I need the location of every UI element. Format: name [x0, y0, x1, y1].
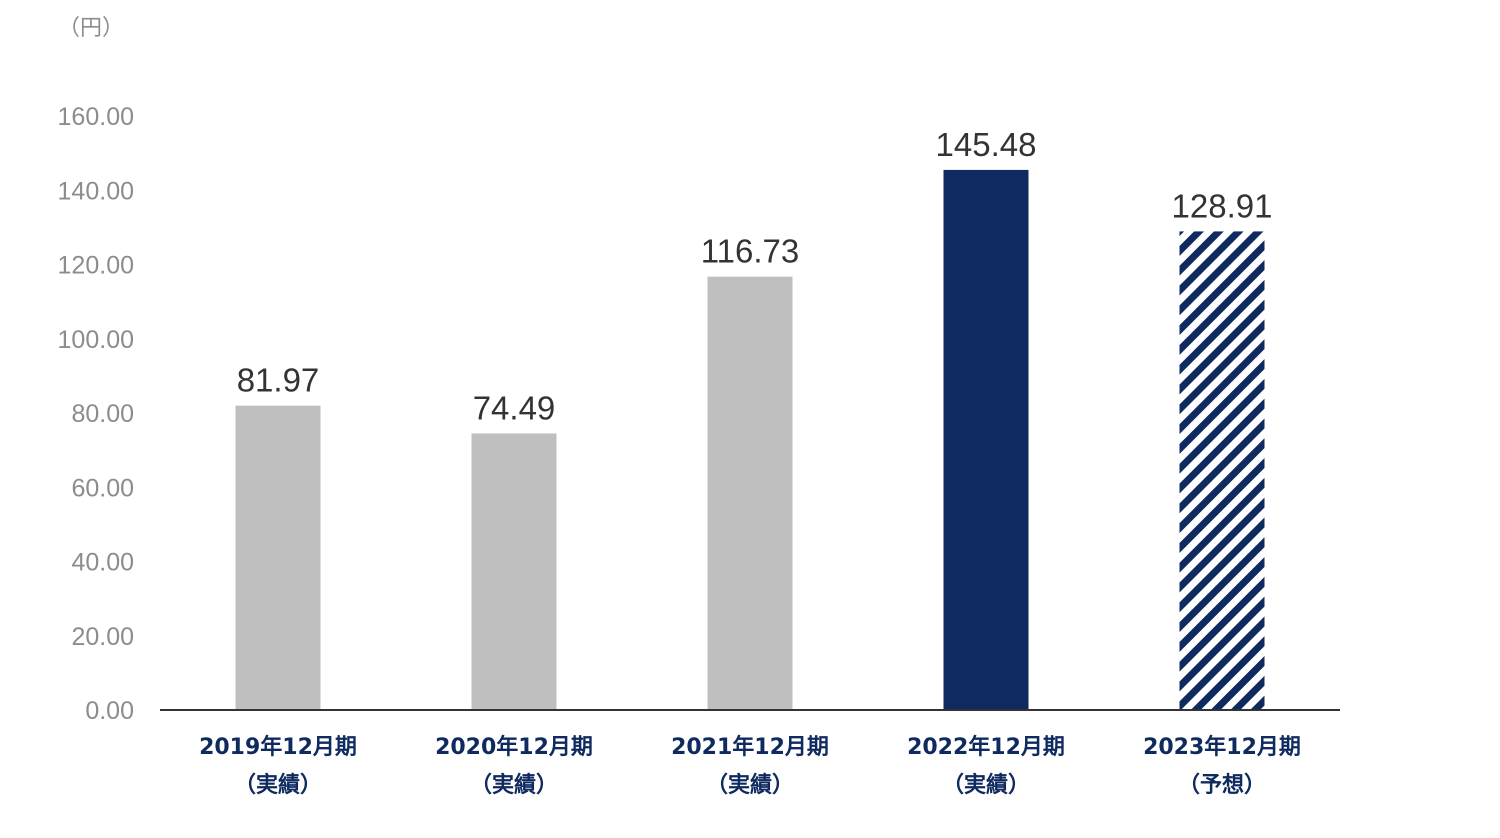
- y-tick-label: 60.00: [71, 474, 134, 502]
- y-axis-ticks: 0.00 20.00 40.00 60.00 80.00 100.00 120.00 140.…: [58, 103, 134, 725]
- x-category-label: 2020年12月期: [435, 734, 593, 760]
- y-tick-label: 80.00: [71, 400, 134, 428]
- bar-value-label: 81.97: [237, 362, 320, 399]
- y-tick-label: 160.00: [58, 103, 134, 131]
- x-category-label: 2022年12月期: [907, 734, 1065, 760]
- x-category-sublabel: （実績）: [706, 772, 794, 798]
- x-category-sublabel: （実績）: [942, 772, 1030, 798]
- x-axis-labels: 2019年12月期 （実績） 2020年12月期 （実績） 2021年12月期 （実績） 2…: [199, 734, 1301, 798]
- x-category-sublabel: （実績）: [234, 772, 322, 798]
- x-category-label: 2019年12月期: [199, 734, 357, 760]
- x-category-label: 2023年12月期: [1143, 734, 1301, 760]
- x-category-label: 2021年12月期: [671, 734, 829, 760]
- bars: [235, 169, 1265, 710]
- y-axis-unit-label: （円）: [58, 16, 124, 41]
- bar: [235, 405, 321, 710]
- bar-value-label: 74.49: [473, 389, 556, 426]
- y-tick-label: 40.00: [71, 549, 134, 577]
- bar: [1179, 231, 1265, 710]
- bar-value-label: 145.48: [936, 126, 1037, 163]
- bar: [471, 433, 557, 710]
- y-tick-label: 20.00: [71, 623, 134, 651]
- data-labels: 81.97 74.49 116.73 145.48 128.91: [237, 126, 1273, 427]
- y-tick-label: 120.00: [58, 252, 134, 280]
- y-tick-label: 100.00: [58, 326, 134, 354]
- y-tick-label: 140.00: [58, 177, 134, 205]
- bar: [707, 276, 793, 710]
- y-tick-label: 0.00: [85, 697, 134, 725]
- x-category-sublabel: （予想）: [1178, 773, 1266, 798]
- bar: [943, 169, 1029, 710]
- bar-value-label: 116.73: [701, 233, 799, 270]
- x-category-sublabel: （実績）: [470, 772, 558, 798]
- bar-value-label: 128.91: [1172, 187, 1273, 224]
